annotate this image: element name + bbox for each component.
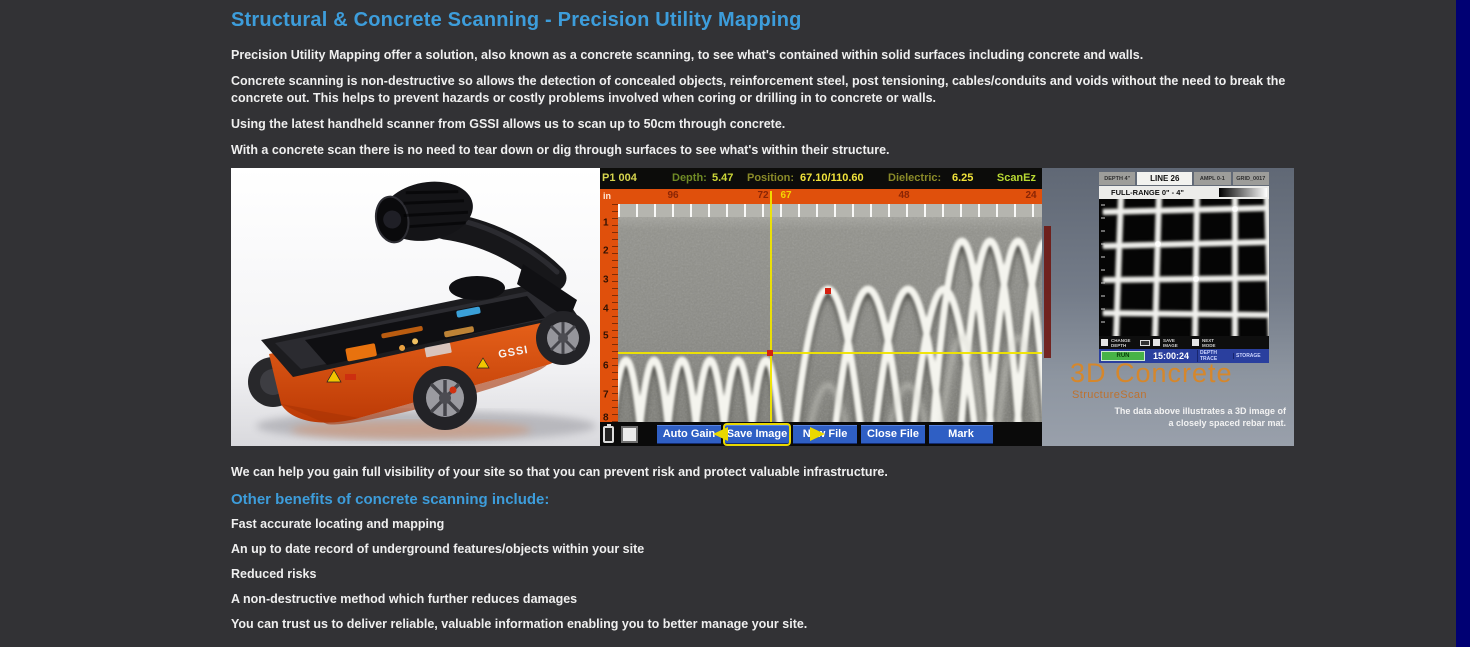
position-value: 67.10/110.60 <box>800 172 864 184</box>
hyperbola-plot <box>618 204 1042 422</box>
benefit-item: Fast accurate locating and mapping <box>231 517 445 531</box>
ruler-tick-label: 24 <box>1025 190 1037 201</box>
dielectric-value: 6.25 <box>952 172 974 184</box>
wheel-icon <box>413 366 477 430</box>
depth-tick-label: 6 <box>603 360 609 372</box>
softkey-label: SAVE IMAGE <box>1163 337 1178 348</box>
battery-icon <box>603 423 614 443</box>
warning-triangle-icon <box>476 357 490 369</box>
softkey-icon <box>1192 339 1199 346</box>
line-indicator: LINE 26 <box>1137 172 1193 185</box>
benefit-item: You can trust us to deliver reliable, va… <box>231 617 808 631</box>
close-file-button: Close File <box>861 424 925 444</box>
grayscale-gradient <box>1219 188 1267 197</box>
body-paragraph: Using the latest handheld scanner from G… <box>231 117 786 131</box>
images-row: GSSI P1 004 Depth: 5.47 Position: 67.10/… <box>231 168 1296 446</box>
softkey-icon <box>1153 339 1160 346</box>
depth-button: DEPTH 4" <box>1099 172 1136 185</box>
page-scrollbar[interactable] <box>1456 0 1470 647</box>
benefit-item: Reduced risks <box>231 567 317 581</box>
radar-scan-image: P1 004 Depth: 5.47 Position: 67.10/110.6… <box>600 168 1042 446</box>
depth-tick-label: 2 <box>603 245 609 257</box>
crosshair-horizontal <box>618 352 1042 354</box>
mark-button: Mark <box>929 424 993 444</box>
range-label: FULL-RANGE 0" - 4" <box>1111 188 1184 197</box>
ruler-unit: in <box>603 191 611 201</box>
status-label: DEPTH TRACE <box>1197 350 1233 362</box>
battery-icon <box>1140 339 1150 346</box>
range-bar: FULL-RANGE 0" - 4" <box>1099 186 1269 199</box>
radar-file-id: P1 004 <box>602 172 637 184</box>
save-image-button: Save Image <box>725 424 789 444</box>
warning-triangle-icon <box>326 369 342 383</box>
benefit-item: A non-destructive method which further r… <box>231 592 578 606</box>
ruler-tick-label: 96 <box>667 190 679 201</box>
softkey-label: CHANGE DEPTH <box>1111 337 1131 348</box>
depth-tick-label: 8 <box>603 412 609 424</box>
radar-toolbar: Auto Gain Save Image New File Close File… <box>600 422 1042 446</box>
structurescan-3d-image: DEPTH 4" LINE 26 AMPL 0-1 GRID_0017 FULL… <box>1042 168 1294 446</box>
new-file-button: New File <box>793 424 857 444</box>
file-icon <box>621 425 638 443</box>
clock-readout: 15:00:24 <box>1152 351 1190 361</box>
page-content: Structural & Concrete Scanning - Precisi… <box>231 0 1296 633</box>
depth-label: Depth: <box>672 172 707 184</box>
horizontal-ruler: in 96 72 67 48 24 <box>600 189 1042 204</box>
body-paragraph: Concrete scanning is non-destructive so … <box>231 74 1286 105</box>
display-top-buttons: DEPTH 4" LINE 26 AMPL 0-1 GRID_0017 <box>1099 172 1269 185</box>
structurescan-title: 3D Concrete <box>1070 358 1233 388</box>
cursor-marker <box>767 350 773 356</box>
position-label: Position: <box>747 172 795 184</box>
closing-paragraph: We can help you gain full visibility of … <box>231 465 888 479</box>
auto-gain-button: Auto Gain <box>657 424 721 444</box>
benefits-heading: Other benefits of concrete scanning incl… <box>231 491 550 508</box>
status-label: STORAGE <box>1233 353 1269 359</box>
scan-tick-strip <box>618 204 1042 217</box>
display-status-bar: RUN 15:00:24 DEPTH TRACE STORAGE <box>1099 349 1269 363</box>
structurescan-caption: The data above illustrates a 3D image of… <box>1114 406 1286 428</box>
depth-tick-label: 1 <box>603 217 609 229</box>
scroll-left-icon <box>713 427 728 441</box>
depth-tick-label: 7 <box>603 389 609 401</box>
radar-data-area <box>618 204 1042 422</box>
scanez-brand: ScanEz <box>996 172 1036 184</box>
depth-value: 5.47 <box>712 172 734 184</box>
benefit-item: An up to date record of underground feat… <box>231 542 645 556</box>
structurescan-display: DEPTH 4" LINE 26 AMPL 0-1 GRID_0017 FULL… <box>1099 172 1269 363</box>
radar-body: 1 2 3 4 5 6 7 8 <box>600 204 1042 424</box>
handle-knob <box>374 181 473 244</box>
softkey-label: NEXT MODE <box>1202 337 1216 348</box>
ruler-tick-label: 72 <box>757 190 769 201</box>
depth-tick-label: 5 <box>603 330 609 342</box>
crosshair-vertical <box>770 191 772 422</box>
pick-marker <box>825 288 831 294</box>
gssi-scanner-photo: GSSI <box>231 168 600 446</box>
structurescan-subtitle: StructureScan <box>1072 389 1147 401</box>
page-title: Structural & Concrete Scanning - Precisi… <box>231 9 802 31</box>
intro-paragraph: Precision Utility Mapping offer a soluti… <box>231 48 1144 62</box>
display-icon-bar: CHANGE DEPTH SAVE IMAGE NEXT MODE <box>1099 336 1269 349</box>
depth-tick-label: 4 <box>603 303 609 315</box>
softkey-icon <box>1101 339 1108 346</box>
ruler-tick-label: 48 <box>898 190 910 201</box>
rebar-grid-scan <box>1099 199 1269 336</box>
radar-status-bar: P1 004 Depth: 5.47 Position: 67.10/110.6… <box>600 168 1042 189</box>
device-logo: GSSI <box>497 344 529 361</box>
scanner-illustration: GSSI <box>231 168 600 446</box>
scroll-right-icon <box>810 427 825 441</box>
dielectric-label: Dielectric: <box>888 172 942 184</box>
red-edge-strip <box>1044 226 1051 358</box>
depth-tick-label: 3 <box>603 274 609 286</box>
wheel-icon <box>536 311 590 365</box>
ruler-cursor-label: 67 <box>780 190 792 201</box>
grid-file-button: GRID_0017 <box>1232 172 1269 185</box>
ampl-button: AMPL 0-1 <box>1194 172 1231 185</box>
depth-ruler: 1 2 3 4 5 6 7 8 <box>600 204 618 424</box>
run-badge: RUN <box>1101 351 1145 361</box>
body-paragraph: With a concrete scan there is no need to… <box>231 143 890 157</box>
